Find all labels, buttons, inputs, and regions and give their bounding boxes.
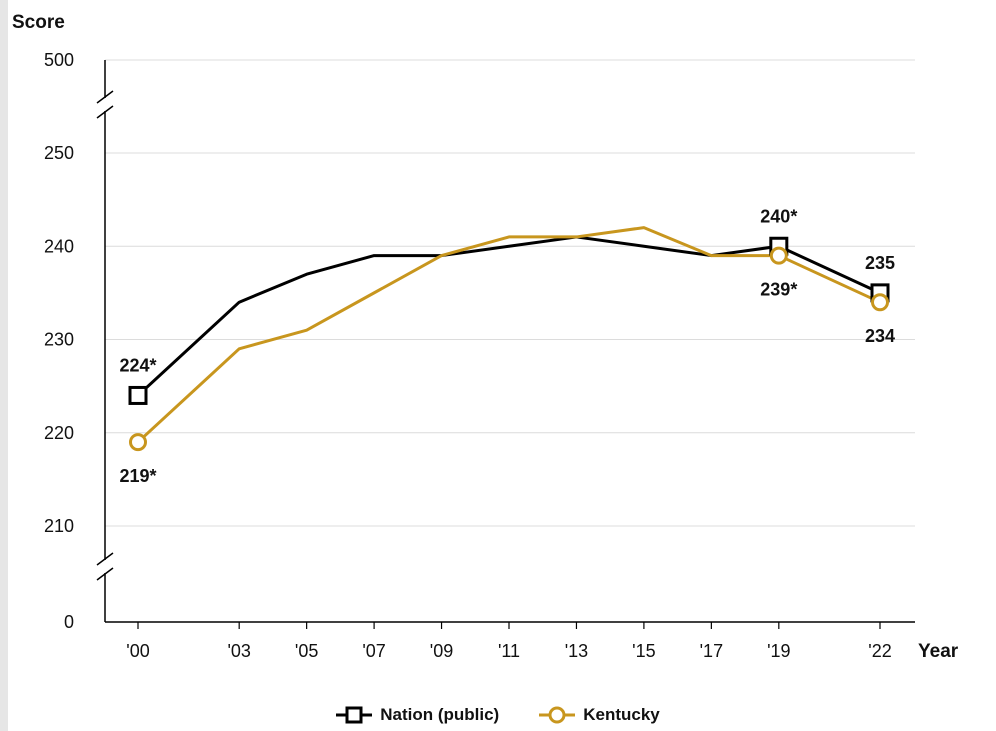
circle-point bbox=[871, 293, 889, 312]
x-tick-label: '17 bbox=[700, 641, 723, 661]
x-tick-label: '13 bbox=[565, 641, 588, 661]
data-label: 224* bbox=[119, 355, 156, 375]
x-tick-label: '03 bbox=[227, 641, 250, 661]
axis-break-mark bbox=[96, 90, 114, 104]
x-tick-label: '09 bbox=[430, 641, 453, 661]
series-lines bbox=[136, 226, 881, 444]
y-tick-label: 230 bbox=[44, 330, 74, 350]
y-tick-label: 220 bbox=[44, 423, 74, 443]
circle-point bbox=[129, 433, 147, 452]
y-tick-label: 240 bbox=[44, 236, 74, 256]
y-tick-labels: 500 250 240 230 220 210 0 bbox=[44, 50, 74, 632]
y-tick-label: 210 bbox=[44, 516, 74, 536]
x-tick-labels: '00 '03 '05 '07 '09 '11 '13 '15 '17 '19 '22 bbox=[126, 622, 892, 661]
y-axis-title: Score bbox=[12, 12, 65, 33]
circle-point bbox=[769, 246, 788, 265]
left-edge-strip bbox=[0, 0, 8, 731]
series-line-nation bbox=[136, 235, 881, 397]
x-tick-label: '19 bbox=[767, 641, 790, 661]
circle-marker-icon bbox=[539, 706, 576, 724]
legend-label: Kentucky bbox=[583, 705, 660, 724]
axis-break-mark bbox=[96, 105, 114, 119]
legend: Nation (public) Kentucky bbox=[0, 700, 996, 730]
x-tick-label: '22 bbox=[868, 641, 891, 661]
y-tick-label: 500 bbox=[44, 50, 74, 70]
line-chart: 500 250 240 230 220 210 0 '00 '03 '05 '07 '09 '11 '1… bbox=[12, 12, 959, 662]
legend-item-kentucky: Kentucky bbox=[539, 704, 660, 726]
axes bbox=[96, 60, 915, 623]
y-tick-label: 250 bbox=[44, 143, 74, 163]
axis-break-mark bbox=[96, 567, 114, 581]
data-label: 235 bbox=[865, 253, 895, 273]
x-tick-label: '07 bbox=[362, 641, 385, 661]
series-line-kentucky bbox=[136, 226, 881, 444]
data-label: 240* bbox=[760, 206, 797, 226]
series-markers bbox=[128, 236, 890, 452]
axis-break-mark bbox=[96, 552, 114, 566]
legend-item-nation: Nation (public) bbox=[336, 704, 499, 726]
y-tick-label: 0 bbox=[64, 612, 74, 632]
legend-label: Nation (public) bbox=[380, 705, 500, 724]
square-marker-icon bbox=[336, 706, 373, 724]
data-label: 234 bbox=[865, 326, 895, 346]
square-point bbox=[128, 385, 148, 405]
x-tick-label: '11 bbox=[498, 641, 520, 661]
x-tick-label: '15 bbox=[632, 641, 655, 661]
data-label: 239* bbox=[760, 280, 797, 300]
x-tick-label: '00 bbox=[126, 641, 149, 661]
x-axis-title: Year bbox=[918, 641, 959, 662]
data-labels: 224* 240* 235 219* 239* 234 bbox=[119, 206, 895, 486]
x-tick-label: '05 bbox=[295, 641, 318, 661]
data-label: 219* bbox=[119, 466, 156, 486]
